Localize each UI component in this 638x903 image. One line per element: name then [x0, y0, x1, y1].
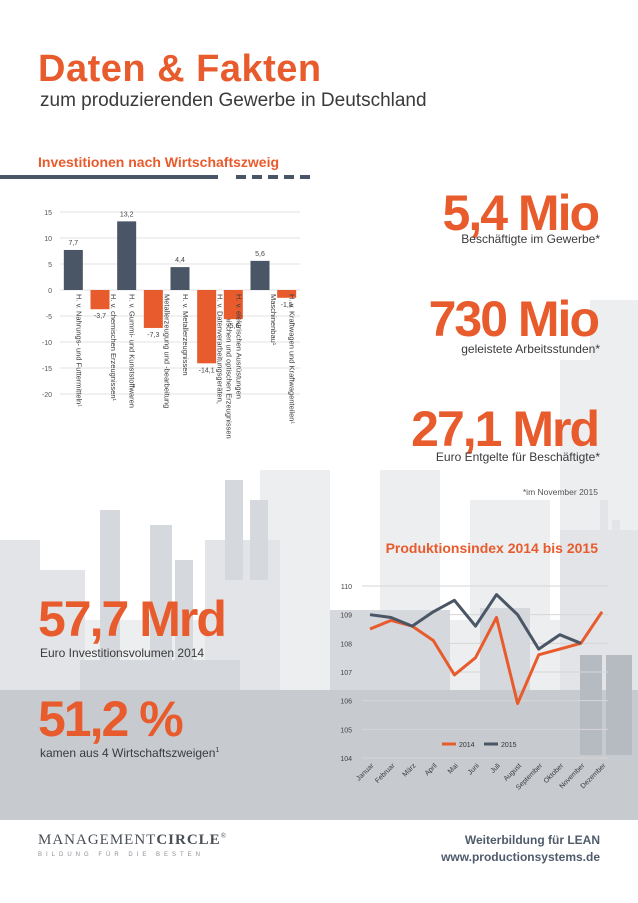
footer-website-link[interactable]: www.productionsystems.de	[441, 850, 600, 864]
section-divider	[0, 175, 310, 179]
y-tick-label: 15	[44, 210, 52, 217]
y-tick-label: 104	[340, 756, 352, 763]
stat-share-label: kamen aus 4 Wirtschaftszweigen1	[40, 746, 219, 760]
series-line-2014	[369, 610, 604, 705]
investment-heading: Investitionen nach Wirtschaftszweig	[38, 154, 280, 170]
legend-label: 2015	[501, 742, 517, 749]
bar	[250, 260, 270, 290]
bar	[170, 267, 190, 290]
category-label: Maschinenbau¹	[269, 294, 278, 346]
footer-info: Weiterbildung für LEAN www.productionsys…	[441, 832, 600, 866]
logo-word-light: MANAGEMENT	[38, 832, 157, 848]
bar	[277, 290, 297, 298]
y-tick-label: -20	[42, 392, 52, 399]
bar	[143, 290, 163, 328]
stat-employees-label: Beschäftigte im Gewerbe*	[461, 232, 600, 246]
stat-hours-value: 730 Mio	[428, 291, 600, 347]
y-tick-label: 106	[340, 699, 352, 706]
bar-value-label: -1,5	[281, 302, 293, 309]
logo-registered-mark: ®	[220, 832, 228, 840]
x-tick-label: Januar	[355, 762, 376, 783]
bar-value-label: -7,3	[147, 332, 159, 339]
x-tick-label: Juni	[467, 762, 481, 776]
bar	[197, 290, 217, 364]
y-tick-label: 0	[48, 288, 52, 295]
bar-value-label: -5,6	[227, 323, 239, 330]
y-tick-label: 5	[48, 262, 52, 269]
stat-share-value: 51,2 %	[38, 691, 184, 747]
stat-share-label-text: kamen aus 4 Wirtschaftszweigen	[40, 746, 216, 760]
category-label: H. v. Nahrungs- und Futtermitteln¹	[74, 294, 83, 407]
logo-tagline: BILDUNG FÜR DIE BESTEN	[38, 852, 205, 858]
y-tick-label: 107	[340, 670, 352, 677]
x-tick-label: Juli	[490, 762, 503, 775]
bar-value-label: 13,2	[120, 211, 134, 218]
x-tick-label: März	[402, 762, 418, 778]
y-tick-label: 10	[44, 236, 52, 243]
y-tick-label: 108	[340, 641, 352, 648]
bar-value-label: -3,7	[94, 313, 106, 320]
footer-line-1: Weiterbildung für LEAN	[464, 833, 600, 847]
x-tick-label: August	[503, 762, 523, 782]
footnote: *im November 2015	[522, 487, 598, 497]
bar-value-label: -14,1	[199, 367, 215, 374]
stat-wages-label: Euro Entgelte für Beschäftigte*	[435, 450, 600, 464]
logo-word-bold: CIRCLE	[156, 832, 221, 848]
stat-hours-label: geleistete Arbeitsstunden*	[461, 342, 600, 356]
bar-value-label: 4,4	[175, 257, 185, 264]
bar	[63, 249, 83, 290]
y-tick-label: -10	[42, 340, 52, 347]
series-line-2015	[369, 593, 582, 651]
management-circle-logo[interactable]: MANAGEMENTCIRCLE® BILDUNG FÜR DIE BESTEN	[38, 832, 227, 858]
y-tick-label: -5	[46, 314, 52, 321]
category-label: H. v. elektrischen Ausrüstungen	[234, 294, 243, 399]
production-heading: Produktionsindex 2014 bis 2015	[385, 540, 598, 556]
x-tick-label: Februar	[374, 762, 397, 785]
category-label: H. v. Metallerzeugnissen	[181, 294, 190, 376]
category-label: H. v. Datenverarbeitungsgeräten,	[216, 294, 225, 404]
category-label: H. v. Gummi- und Kunststoffwaren	[128, 294, 137, 408]
bar	[90, 290, 110, 310]
bar	[223, 290, 243, 320]
category-label: elektronischen und optischen Erzeugnisse…	[225, 294, 234, 439]
stat-share-sup: 1	[215, 747, 220, 754]
y-tick-label: 105	[340, 727, 352, 734]
page-title: Daten & Fakten	[38, 48, 322, 90]
legend-label: 2014	[459, 742, 475, 749]
y-tick-label: -15	[42, 366, 52, 373]
y-tick-label: 110	[341, 584, 352, 591]
y-tick-label: 109	[340, 613, 352, 620]
x-tick-label: April	[424, 762, 439, 777]
category-label: H. v. Kraftwagen und Kraftwagenteilen¹	[288, 294, 297, 424]
bar	[117, 221, 137, 290]
bar-value-label: 7,7	[68, 240, 78, 247]
category-label: H. v. chemischen Erzeugnissen¹	[109, 294, 118, 401]
x-tick-label: Mai	[447, 762, 460, 775]
stat-wages-value: 27,1 Mrd	[411, 401, 600, 457]
bar-value-label: 5,6	[255, 251, 265, 258]
page-subtitle: zum produzierenden Gewerbe in Deutschlan…	[40, 90, 427, 111]
stat-employees-value: 5,4 Mio	[442, 185, 600, 241]
investment-bar-chart: 15 10 5 0 -5 -10 -15 -20 7,7 H. v. Nahrungs- und …	[42, 210, 300, 439]
category-label: Metallerzeugung und -bearbeitung	[162, 294, 171, 408]
logo-wordmark: MANAGEMENTCIRCLE®	[38, 832, 227, 849]
stat-investment-volume-value: 57,7 Mrd	[38, 591, 227, 647]
stat-investment-volume-label: Euro Investitionsvolumen 2014	[40, 646, 205, 660]
